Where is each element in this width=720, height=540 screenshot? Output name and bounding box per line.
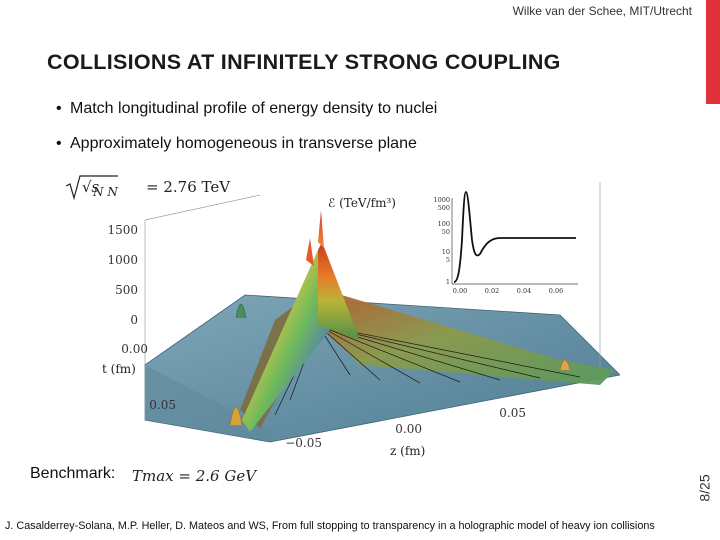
energy-density-label: ℰ (TeV/fm³) <box>328 196 396 210</box>
bullet-text: Match longitudinal profile of energy den… <box>70 100 438 117</box>
inset-y-tick: 100 <box>438 220 450 228</box>
inset-y-tick: 500 <box>438 204 450 212</box>
plateau-surface <box>318 288 615 385</box>
vertical-tick: 0 <box>130 313 138 327</box>
box-frame <box>144 182 601 420</box>
bullet-list: • Match longitudinal profile of energy de… <box>56 100 437 170</box>
bullet-item: • Approximately homogeneous in transverse… <box>56 135 437 153</box>
edge-bump-left <box>229 407 243 426</box>
inset-y-tick: 10 <box>442 248 450 256</box>
slide-title: COLLISIONS AT INFINITELY STRONG COUPLING <box>47 50 561 74</box>
citation-footer: J. Casalderrey-Solana, M.P. Heller, D. M… <box>5 520 655 532</box>
inset-x-tick: 0.02 <box>485 287 499 295</box>
t-tick: 0.00 <box>121 342 148 356</box>
energy-symbol: √s <box>82 178 100 196</box>
energy-label: √s N N = 2.76 TeV <box>65 175 231 201</box>
inset-x-tick: 0.04 <box>517 287 531 295</box>
slide-number: 8/25 <box>695 470 715 506</box>
bullet-icon: • <box>56 100 62 117</box>
bullet-text: Approximately homogeneous in transverse … <box>70 135 417 152</box>
vertical-tick: 1000 <box>107 253 138 267</box>
edge-bump-right <box>559 359 571 371</box>
edge-bump-back <box>235 303 247 319</box>
t-axis-label: t (fm) <box>102 362 136 376</box>
benchmark-formula: Tmax = 2.6 GeV <box>132 467 257 485</box>
inset-plot: 1000 500 100 50 10 5 1 0.00 0.02 0.04 0.… <box>433 191 582 295</box>
vertical-axis: 1500 1000 500 0 <box>107 223 138 327</box>
inset-x-tick: 0.00 <box>453 287 467 295</box>
energy-density-plot: √s N N = 2.76 TeV <box>65 175 620 458</box>
peak-spike-left <box>318 210 324 248</box>
bullet-item: • Match longitudinal profile of energy de… <box>56 100 437 118</box>
inset-curve <box>453 191 576 283</box>
accent-bar <box>706 0 720 104</box>
peak-spike-right <box>306 238 314 266</box>
vertical-tick: 500 <box>115 283 138 297</box>
inset-y-tick: 50 <box>442 228 450 236</box>
inset-y-tick: 5 <box>446 256 450 264</box>
energy-value: = 2.76 TeV <box>146 178 231 196</box>
inset-x-tick: 0.06 <box>549 287 563 295</box>
energy-density-figure: √s N N = 2.76 TeV <box>60 170 620 462</box>
author-credit: Wilke van der Schee, MIT/Utrecht <box>512 4 692 18</box>
bullet-icon: • <box>56 135 62 152</box>
shock-wall-front <box>242 250 330 432</box>
z-tick: 0.00 <box>395 422 422 436</box>
shock-wall-back <box>318 242 360 340</box>
benchmark-label: Benchmark: <box>30 465 116 482</box>
z-tick: −0.05 <box>285 436 322 450</box>
slide-number-text: 8/25 <box>697 474 713 502</box>
z-axis-label: z (fm) <box>390 444 425 458</box>
t-axis: 0.00 0.05 t (fm) <box>102 342 176 412</box>
inset-y-tick: 1000 <box>433 196 450 204</box>
z-axis: −0.05 0.00 0.05 z (fm) <box>285 406 526 458</box>
inset-y-tick: 1 <box>446 278 450 286</box>
t-tick: 0.05 <box>149 398 176 412</box>
energy-subscript: N N <box>92 185 118 199</box>
vertical-tick: 1500 <box>107 223 138 237</box>
z-tick: 0.05 <box>499 406 526 420</box>
